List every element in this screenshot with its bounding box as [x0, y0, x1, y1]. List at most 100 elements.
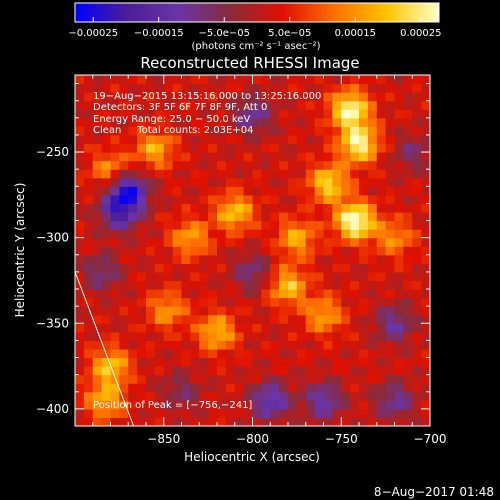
heatmap-cell — [403, 229, 413, 239]
heatmap-cell — [199, 117, 209, 127]
heatmap-cell — [172, 254, 183, 264]
heatmap-cell — [421, 229, 430, 239]
heatmap-cell — [75, 331, 85, 341]
heatmap-cell — [403, 160, 413, 170]
heatmap-cell — [323, 203, 333, 213]
heatmap-cell — [305, 289, 316, 299]
heatmap-cell — [119, 383, 129, 393]
heatmap-cell — [359, 280, 369, 290]
heatmap-cell — [305, 109, 316, 119]
heatmap-cell — [394, 297, 404, 307]
heatmap-cell — [128, 391, 138, 401]
heatmap-cell — [296, 391, 307, 401]
heatmap-cell — [172, 203, 183, 213]
heatmap-cell — [288, 374, 298, 384]
heatmap-cell — [376, 92, 387, 102]
heatmap-cell — [261, 400, 271, 410]
heatmap-cell — [270, 152, 280, 162]
heatmap-cell — [163, 134, 174, 145]
heatmap-cell — [270, 297, 280, 307]
heatmap-cell — [385, 229, 396, 239]
heatmap-cell — [385, 160, 396, 170]
heatmap-cell — [376, 134, 387, 145]
heatmap-cell — [163, 117, 174, 127]
heatmap-cell — [119, 109, 129, 119]
heatmap-cell — [367, 75, 378, 85]
heatmap-cell — [137, 126, 147, 136]
heatmap-cell — [75, 297, 85, 307]
heatmap-cell — [350, 194, 360, 205]
heatmap-cell — [252, 143, 262, 153]
heatmap-cell — [199, 160, 209, 170]
heatmap-cell — [332, 254, 342, 264]
heatmap-cell — [181, 391, 191, 401]
heatmap-cell — [367, 211, 378, 222]
heatmap-cell — [154, 357, 165, 367]
heatmap-cell — [359, 220, 369, 230]
heatmap-cell — [154, 152, 165, 162]
heatmap-cell — [367, 348, 378, 359]
heatmap-cell — [83, 117, 94, 127]
heatmap-cell — [323, 117, 333, 127]
heatmap-cell — [83, 143, 94, 153]
heatmap-cell — [181, 289, 191, 299]
heatmap-cell — [92, 297, 103, 307]
heatmap-cell — [296, 220, 307, 230]
heatmap-cell — [261, 203, 271, 213]
heatmap-cell — [412, 220, 422, 230]
heatmap-cell — [367, 271, 378, 282]
heatmap-cell — [288, 391, 298, 401]
heatmap-cell — [288, 366, 298, 376]
heatmap-cell — [403, 152, 413, 162]
heatmap-cell — [323, 254, 333, 264]
heatmap-cell — [181, 254, 191, 264]
heatmap-cell — [234, 314, 245, 324]
heatmap-cell — [154, 126, 165, 136]
heatmap-cell — [323, 271, 333, 282]
heatmap-cell — [181, 177, 191, 187]
heatmap-cell — [75, 271, 85, 282]
heatmap-cell — [323, 289, 333, 299]
heatmap-cell — [101, 289, 112, 299]
heatmap-cell — [101, 400, 112, 410]
heatmap-cell — [128, 229, 138, 239]
heatmap-cell — [288, 340, 298, 350]
heatmap-cell — [261, 340, 271, 350]
heatmap-cell — [137, 237, 147, 247]
heatmap-cell — [199, 366, 209, 376]
heatmap-cell — [385, 280, 396, 290]
heatmap-cell — [314, 126, 325, 136]
heatmap-cell — [261, 254, 271, 264]
heatmap-cell — [350, 408, 360, 419]
heatmap-cell — [217, 408, 227, 419]
heatmap-cell — [119, 169, 129, 179]
heatmap-cell — [128, 374, 138, 384]
heatmap-cell — [279, 211, 289, 222]
heatmap-cell — [394, 331, 404, 341]
heatmap-cell — [75, 323, 85, 333]
heatmap-cell — [119, 134, 129, 145]
heatmap-cell — [367, 314, 378, 324]
heatmap-cell — [75, 357, 85, 367]
heatmap-cell — [146, 254, 156, 264]
heatmap-cell — [412, 75, 422, 85]
heatmap-cell — [137, 263, 147, 273]
heatmap-cell — [243, 237, 254, 247]
heatmap-cell — [128, 220, 138, 230]
heatmap-cell — [305, 383, 316, 393]
heatmap-cell — [367, 400, 378, 410]
heatmap-cell — [101, 117, 112, 127]
heatmap-cell — [385, 194, 396, 205]
heatmap-cell — [270, 92, 280, 102]
heatmap-cell — [110, 186, 120, 196]
heatmap-cell — [288, 83, 298, 93]
heatmap-cell — [412, 263, 422, 273]
heatmap-cell — [243, 194, 254, 205]
heatmap-cell — [75, 229, 85, 239]
heatmap-cell — [163, 323, 174, 333]
heatmap-cell — [110, 92, 120, 102]
heatmap-cell — [172, 348, 183, 359]
heatmap-cell — [261, 109, 271, 119]
heatmap-cell — [234, 289, 245, 299]
heatmap-cell — [154, 323, 165, 333]
